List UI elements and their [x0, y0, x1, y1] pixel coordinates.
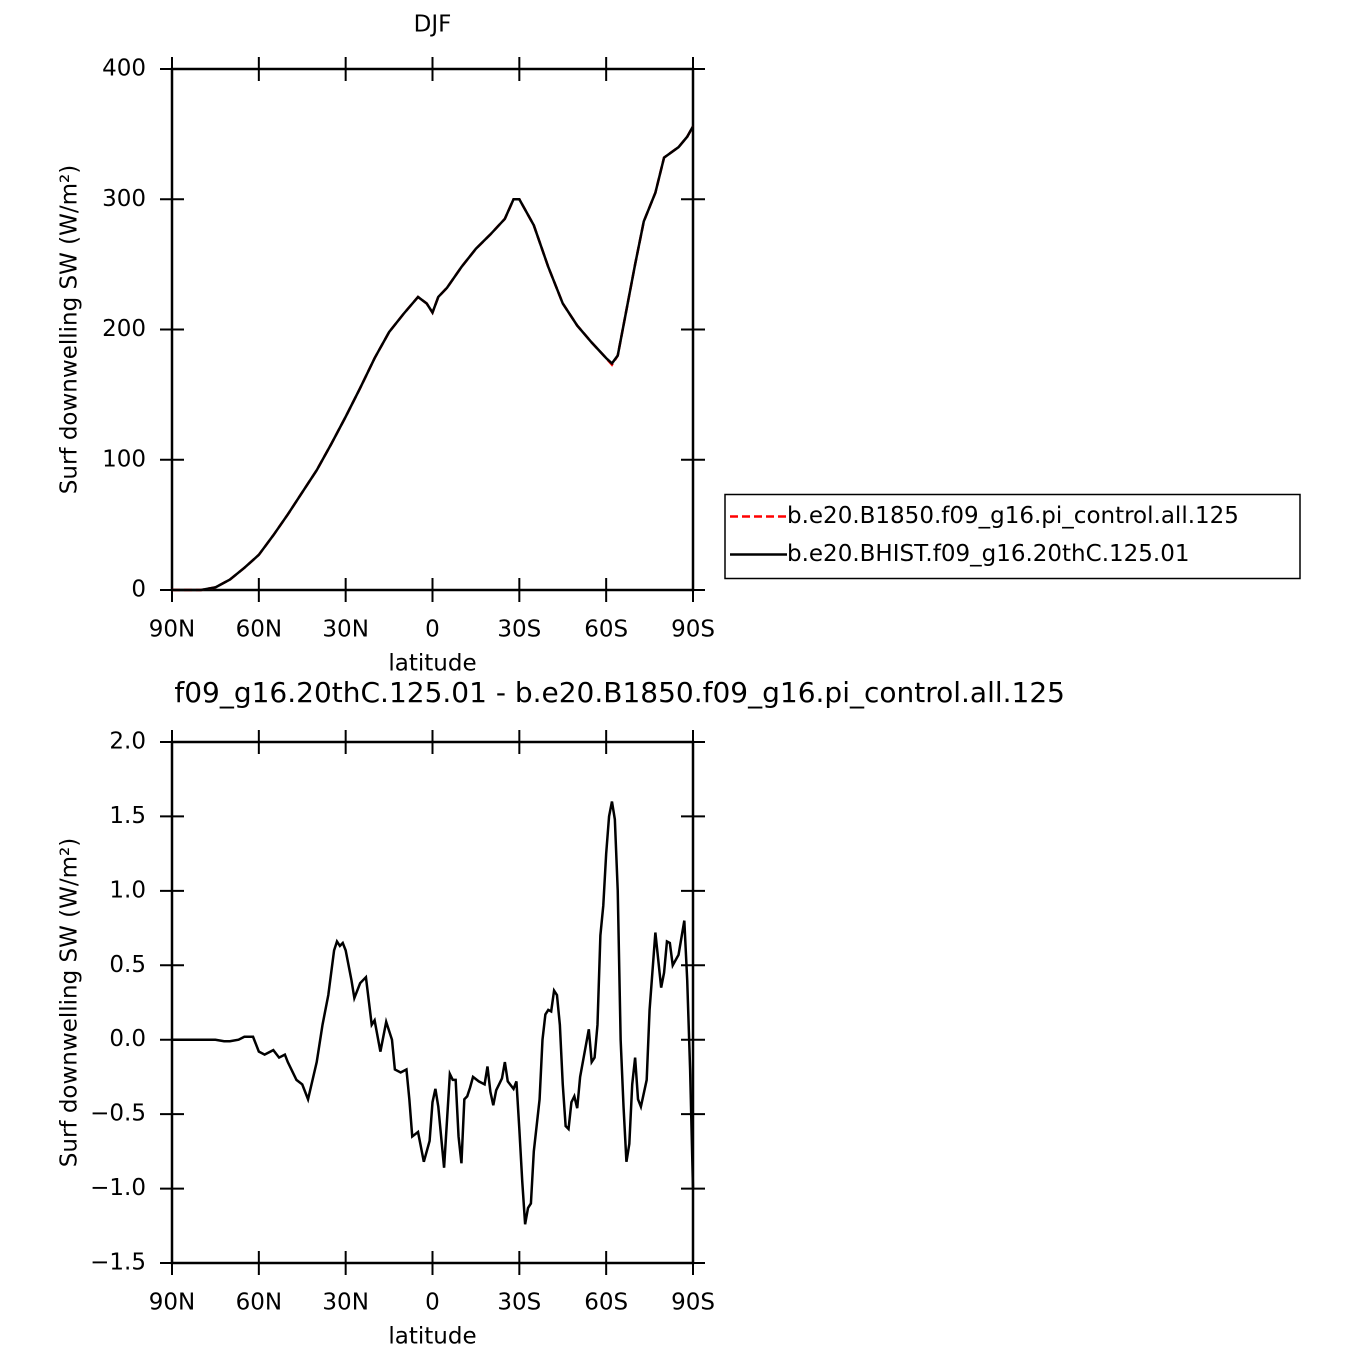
plot-frame — [170, 67, 695, 592]
legend: b.e20.B1850.f09_g16.pi_control.all.125 b.… — [724, 493, 1301, 580]
y-tick-label: 0.0 — [109, 1026, 146, 1052]
x-tick-label: 30S — [497, 617, 541, 643]
chart-title: f09_g16.20thC.125.01 - b.e20.B1850.f09_g… — [174, 676, 1065, 709]
y-tick-label: −1.5 — [90, 1250, 146, 1276]
x-axis-label: latitude — [388, 1324, 476, 1350]
data-line — [172, 125, 695, 592]
legend-label: b.e20.B1850.f09_g16.pi_control.all.125 — [787, 503, 1239, 529]
x-tick-label: 60N — [236, 1290, 282, 1316]
x-tick-label: 0 — [425, 617, 440, 643]
y-axis-label: Surf downwelling SW (W/m²) — [57, 165, 83, 494]
y-axis-label: Surf downwelling SW (W/m²) — [57, 838, 83, 1167]
y-tick-label: 2.0 — [109, 729, 146, 755]
x-tick-label: 0 — [425, 1290, 440, 1316]
y-tick-label: −0.5 — [90, 1101, 146, 1127]
y-tick-label: 1.0 — [109, 877, 146, 903]
x-tick-label: 30N — [322, 617, 368, 643]
x-tick-label: 30N — [322, 1290, 368, 1316]
y-tick-label: 0 — [131, 577, 146, 603]
x-axis-label: latitude — [388, 651, 476, 677]
y-tick-label: 100 — [102, 446, 146, 472]
y-tick-label: 400 — [102, 56, 146, 82]
x-tick-label: 90S — [671, 617, 715, 643]
x-tick-label: 60N — [236, 617, 282, 643]
y-tick-label: 200 — [102, 316, 146, 342]
x-tick-label: 60S — [584, 1290, 628, 1316]
y-tick-label: −1.0 — [90, 1175, 146, 1201]
y-tick-label: 0.5 — [109, 952, 146, 978]
x-tick-label: 60S — [584, 617, 628, 643]
legend-box — [724, 493, 1301, 580]
y-tick-label: 1.5 — [109, 803, 146, 829]
data-line — [172, 801, 695, 1225]
chart-title: DJF — [414, 12, 452, 38]
y-tick-label: 300 — [102, 186, 146, 212]
x-tick-label: 90N — [149, 617, 195, 643]
x-tick-label: 90S — [671, 1290, 715, 1316]
x-tick-label: 90N — [149, 1290, 195, 1316]
plot-frame — [170, 740, 695, 1265]
x-tick-label: 30S — [497, 1290, 541, 1316]
legend-label: b.e20.BHIST.f09_g16.20thC.125.01 — [787, 541, 1189, 567]
